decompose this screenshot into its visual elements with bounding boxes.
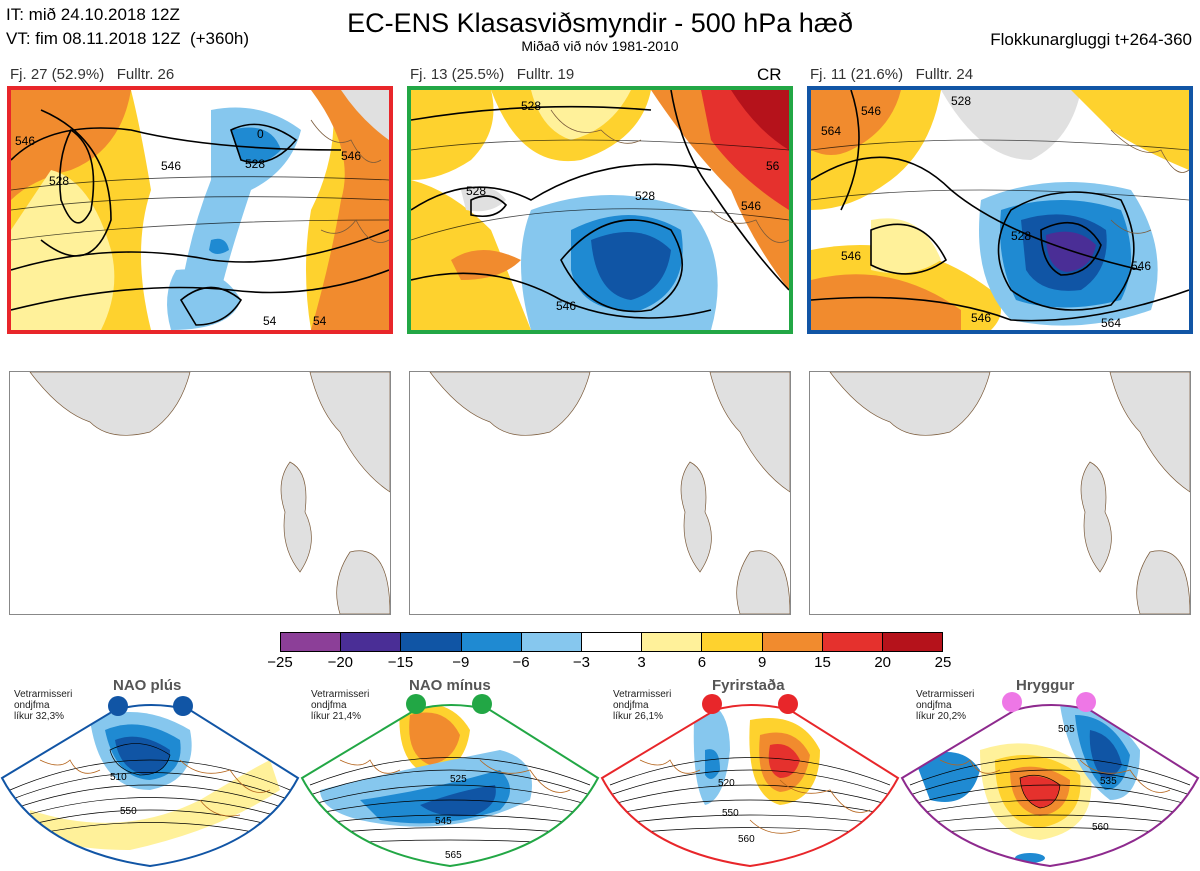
- regime-1-dot: [108, 696, 128, 716]
- cluster-2-contour-label: 546: [741, 199, 761, 213]
- colorbar-swatch: [281, 633, 342, 651]
- regime-3-note: Vetrarmisseri ondjfma líkur 26,1%: [613, 689, 672, 722]
- cluster-2-contour-label: 546: [556, 299, 576, 313]
- regime-4-dot: [1076, 692, 1096, 712]
- colorbar-swatch: [341, 633, 402, 651]
- regime-1-map: 510 550: [0, 696, 300, 868]
- colorbar-tick: 15: [814, 654, 831, 671]
- colorbar: [280, 632, 943, 652]
- regime-4-title: Hryggur: [1016, 677, 1075, 694]
- page-title: EC-ENS Klasasviðsmyndir - 500 hPa hæð: [347, 8, 853, 38]
- cluster-3-contour-label: 546: [841, 249, 861, 263]
- cluster-1-label: Fj. 27 (52.9%) Fulltr. 26: [10, 66, 175, 83]
- regime-3-title: Fyrirstaða: [712, 677, 785, 694]
- colorbar-swatch: [882, 633, 943, 651]
- cluster-2-marker: CR: [757, 65, 782, 84]
- colorbar-tick: 25: [934, 654, 952, 671]
- colorbar-tick: −3: [572, 654, 590, 671]
- cluster-3-label: Fj. 11 (21.6%) Fulltr. 24: [810, 66, 974, 83]
- cluster-3-contour-label: 546: [1131, 259, 1151, 273]
- cluster-3-contour-label: 546: [861, 104, 881, 118]
- cluster-1-contour-label: 0: [257, 127, 264, 141]
- regime-1-title: NAO plús: [113, 677, 182, 694]
- regime-3-contour-label: 560: [738, 834, 755, 845]
- regime-1-contour-label: 550: [120, 806, 137, 817]
- cluster-1-contour-label: 528: [245, 157, 265, 171]
- page-subtitle: Miðað við nóv 1981-2010: [521, 38, 679, 54]
- cluster-3-contour-label: 546: [971, 311, 991, 325]
- cluster-3-contour-label: 528: [1011, 229, 1031, 243]
- empty-map-3: [809, 371, 1191, 615]
- cluster-1-contour-label: 54: [263, 314, 277, 328]
- cluster-1-contour-label: 546: [15, 134, 35, 148]
- colorbar-tick: 20: [874, 654, 892, 671]
- cluster-2-label: Fj. 13 (25.5%) Fulltr. 19: [410, 66, 575, 83]
- cluster-1-map: 546 528 0 546 546 528 54 54: [7, 86, 393, 334]
- colorbar-labels: −25 −20 −15 −9 −6 −3 3 6 9 15 20 25: [267, 654, 951, 674]
- colorbar-tick: 6: [697, 654, 707, 671]
- regime-4-contour-label: 560: [1092, 822, 1109, 833]
- colorbar-swatch: [401, 633, 462, 651]
- regime-2-contour-label: 525: [450, 774, 467, 785]
- regime-2-title: NAO mínus: [409, 677, 491, 694]
- cluster-3-contour-label: 564: [821, 124, 841, 138]
- cluster-2-contour-label: 56: [766, 159, 780, 173]
- cluster-3-contour-label: 564: [1101, 316, 1121, 330]
- colorbar-tick: −20: [327, 654, 354, 671]
- colorbar-tick: −15: [387, 654, 414, 671]
- regime-4-note: Vetrarmisseri ondjfma líkur 20,2%: [916, 689, 975, 722]
- colorbar-tick: 3: [637, 654, 646, 671]
- regime-3-map: 520 550 560: [600, 694, 900, 868]
- cluster-1-contour-label: 546: [341, 149, 361, 163]
- colorbar-tick: 9: [758, 654, 767, 671]
- regime-4-map: 505 535 560: [900, 692, 1200, 868]
- regime-3-contour-label: 520: [718, 778, 735, 789]
- colorbar-swatch: [642, 633, 703, 651]
- empty-map-1: [9, 371, 391, 615]
- colorbar-swatch: [702, 633, 763, 651]
- cluster-3-map: 564 546 528 546 546 528 546 564: [807, 86, 1193, 334]
- regime-3-contour-label: 550: [722, 808, 739, 819]
- regime-1-dot: [173, 696, 193, 716]
- empty-map-2: [409, 371, 791, 615]
- cluster-3-contour-label: 528: [951, 94, 971, 108]
- cluster-1-contour-label: 528: [49, 174, 69, 188]
- regime-2-contour-label: 565: [445, 850, 462, 861]
- regime-4-contour-label: 505: [1058, 724, 1075, 735]
- colorbar-swatch: [581, 633, 643, 651]
- cluster-1-contour-label: 54: [313, 314, 327, 328]
- regime-1-note: Vetrarmisseri ondjfma líkur 32,3%: [14, 689, 73, 722]
- cluster-2-contour-label: 528: [521, 99, 541, 113]
- regime-2-contour-label: 545: [435, 816, 452, 827]
- cluster-2-map: 528 528 528 546 546 56: [407, 86, 793, 334]
- regime-2-map: 525 545 565: [300, 694, 600, 868]
- colorbar-tick: −9: [452, 654, 470, 671]
- colorbar-tick: −6: [512, 654, 530, 671]
- colorbar-swatch: [762, 633, 823, 651]
- cluster-2-contour-label: 528: [635, 189, 655, 203]
- regime-4-contour-label: 535: [1100, 776, 1117, 787]
- regime-2-dot: [406, 694, 426, 714]
- regime-4-dot: [1002, 692, 1022, 712]
- cluster-1-contour-label: 546: [161, 159, 181, 173]
- regime-3-dot: [778, 694, 798, 714]
- colorbar-swatch: [822, 633, 883, 651]
- valid-time: VT: fim 08.11.2018 12Z (+360h): [6, 29, 250, 48]
- clustering-window: Flokkunargluggi t+264-360: [990, 30, 1192, 49]
- regime-3-dot: [702, 694, 722, 714]
- regime-2-note: Vetrarmisseri ondjfma líkur 21,4%: [311, 689, 370, 722]
- regime-1-contour-label: 510: [110, 772, 127, 783]
- issue-time: IT: mið 24.10.2018 12Z: [6, 5, 180, 24]
- regime-2-dot: [472, 694, 492, 714]
- colorbar-swatch: [521, 633, 582, 651]
- cluster-2-contour-label: 528: [466, 184, 486, 198]
- colorbar-tick: −25: [267, 654, 293, 671]
- colorbar-swatch: [461, 633, 522, 651]
